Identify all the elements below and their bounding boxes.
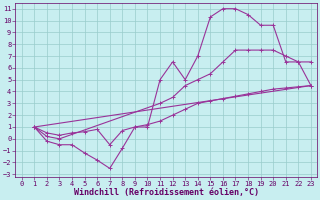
X-axis label: Windchill (Refroidissement éolien,°C): Windchill (Refroidissement éolien,°C) — [74, 188, 259, 197]
